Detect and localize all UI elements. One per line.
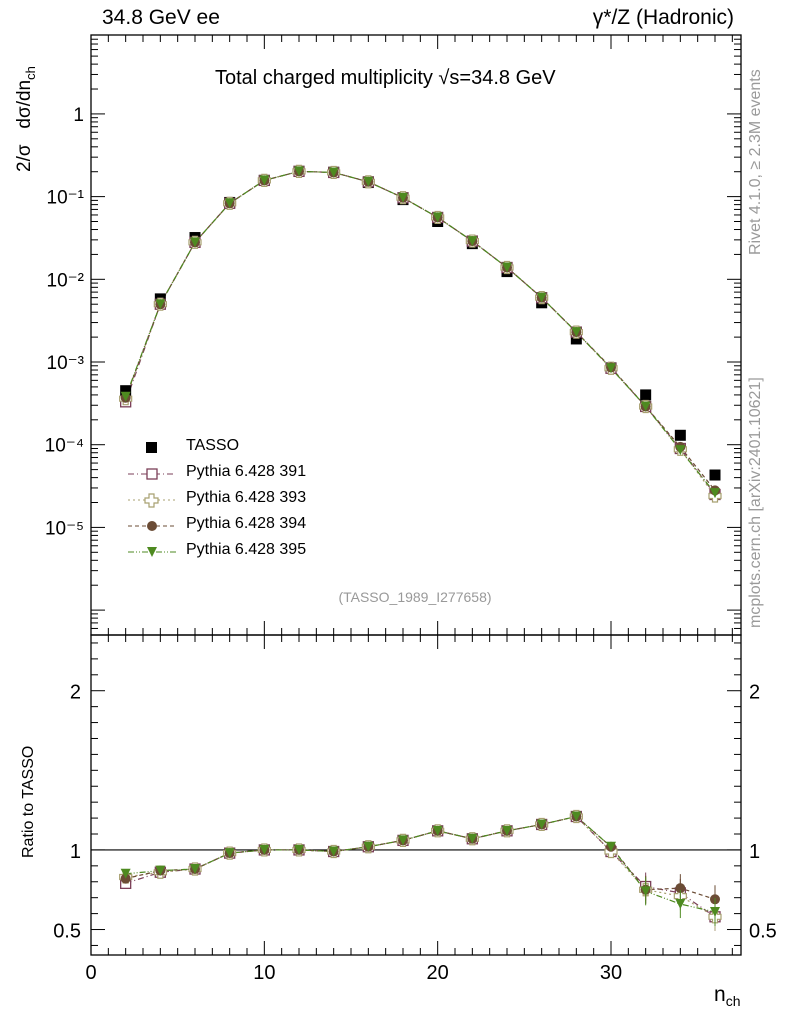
y-tick-label: 10⁻³ xyxy=(47,353,85,374)
data-point xyxy=(294,166,304,177)
main-y-axis-label: 2/σ dσ/dnch xyxy=(14,66,38,172)
axis-ticks xyxy=(90,34,741,955)
chart-title: Total charged multiplicity √s=34.8 GeV xyxy=(215,67,556,89)
data-point xyxy=(709,469,721,481)
square-marker-icon xyxy=(146,442,157,453)
data-point xyxy=(571,811,582,822)
x-axis-label: nch xyxy=(714,983,740,1009)
data-point xyxy=(536,292,547,303)
data-point xyxy=(155,299,166,310)
data-point xyxy=(432,825,443,836)
data-point xyxy=(675,445,686,456)
data-point xyxy=(502,825,512,836)
rivet-label: Rivet 4.1.0, ≥ 2.3M events xyxy=(747,69,764,255)
data-point xyxy=(571,327,582,338)
open-square-marker-icon xyxy=(128,468,176,480)
ratio-y-axis-label: Ratio to TASSO xyxy=(20,745,37,858)
data-point xyxy=(675,883,686,894)
y-label-sub: dσ/dn xyxy=(14,79,35,129)
data-point xyxy=(328,846,339,857)
data-point xyxy=(224,198,235,209)
data-point xyxy=(467,833,478,844)
data-point xyxy=(502,262,512,273)
y-tick-label: 10⁻⁵ xyxy=(45,518,84,539)
ratio-series-line xyxy=(125,815,716,900)
ratio-series-line xyxy=(125,815,716,913)
header-left: 34.8 GeV ee xyxy=(102,6,220,29)
data-point xyxy=(570,333,582,345)
x-tick-label: 0 xyxy=(85,962,96,984)
y-tick-label: 1 xyxy=(73,105,84,126)
series-line xyxy=(125,170,716,494)
data-point xyxy=(606,841,616,852)
data-point xyxy=(398,835,408,846)
data-point xyxy=(606,363,616,374)
y-label-sub-sub: ch xyxy=(22,66,38,80)
data-point xyxy=(190,864,200,875)
data-point xyxy=(640,886,651,897)
ratio-y-tick-label-left: 2 xyxy=(70,682,81,704)
mcplots-label: mcplots.cern.ch [arXiv:2401.10621] xyxy=(747,377,764,628)
x-tick-label: 20 xyxy=(427,962,449,984)
data-point xyxy=(640,389,652,401)
ratio-y-tick-label-left: 0.5 xyxy=(53,921,81,943)
data-point xyxy=(674,429,686,441)
ratio-y-tick-label-right: 1 xyxy=(749,841,760,863)
legend-label: Pythia 6.428 393 xyxy=(186,489,307,506)
legend-label: Pythia 6.428 391 xyxy=(186,463,307,480)
data-point xyxy=(467,236,478,247)
data-point xyxy=(190,237,200,248)
data-point xyxy=(120,385,132,397)
ratio-y-tick-label-right: 2 xyxy=(749,682,760,704)
x-label-main: n xyxy=(714,983,726,1006)
data-point xyxy=(710,907,720,918)
data-point xyxy=(363,176,374,187)
ratio-frame xyxy=(90,634,742,956)
data-point xyxy=(398,192,408,203)
y-tick-label: 10⁻⁴ xyxy=(45,436,84,457)
data-point xyxy=(259,844,270,855)
triangle-marker-icon xyxy=(128,547,176,557)
x-tick-label: 10 xyxy=(253,962,275,984)
tick-labels: 0 10 20 30 1 10⁻¹ 10⁻² 10⁻³ 10⁻⁴ 10⁻⁵ 0.5 0.5 1 1 2 2 xyxy=(45,105,777,984)
data-point xyxy=(155,865,166,876)
legend-label: Pythia 6.428 395 xyxy=(186,541,307,558)
data-point xyxy=(328,167,339,178)
circle-marker-icon xyxy=(128,521,176,531)
y-tick-label: 10⁻¹ xyxy=(47,188,85,209)
data-point xyxy=(675,899,686,910)
legend-label: TASSO xyxy=(186,437,240,454)
data-point xyxy=(536,819,547,830)
data-point xyxy=(120,868,131,879)
open-cross-marker-icon xyxy=(128,493,176,508)
analysis-annotation: (TASSO_1989_I277658) xyxy=(338,589,492,605)
y-label-main: 2/σ xyxy=(14,144,35,172)
data-point xyxy=(640,401,651,412)
data-point xyxy=(120,391,131,402)
header-right: γ*/Z (Hadronic) xyxy=(592,6,734,29)
x-label-sub: ch xyxy=(725,993,741,1010)
ratio-y-tick-label-left: 1 xyxy=(70,841,81,863)
data-point xyxy=(259,175,270,186)
data-point xyxy=(224,848,235,859)
legend-label: Pythia 6.428 394 xyxy=(186,515,307,532)
data-point xyxy=(294,844,304,855)
series-points xyxy=(119,164,722,931)
data-point xyxy=(432,212,443,223)
y-tick-label: 10⁻² xyxy=(47,270,85,291)
data-point xyxy=(710,488,720,499)
data-point xyxy=(363,841,374,852)
x-tick-label: 30 xyxy=(600,962,622,984)
ratio-y-tick-label-right: 0.5 xyxy=(749,921,777,943)
